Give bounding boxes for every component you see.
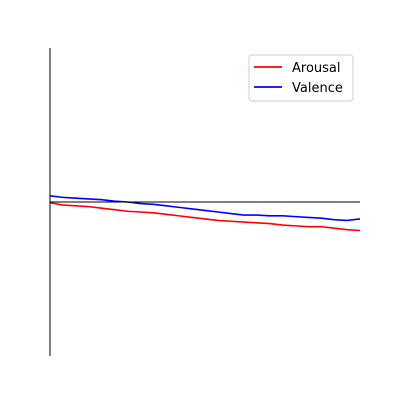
plot-area xyxy=(49,195,361,232)
series-line-arousal xyxy=(49,201,361,232)
series-line-valence xyxy=(49,195,361,222)
legend: Arousal Valence xyxy=(248,54,354,102)
legend-label-arousal: Arousal xyxy=(292,61,341,76)
legend-label-valence: Valence xyxy=(292,81,343,96)
